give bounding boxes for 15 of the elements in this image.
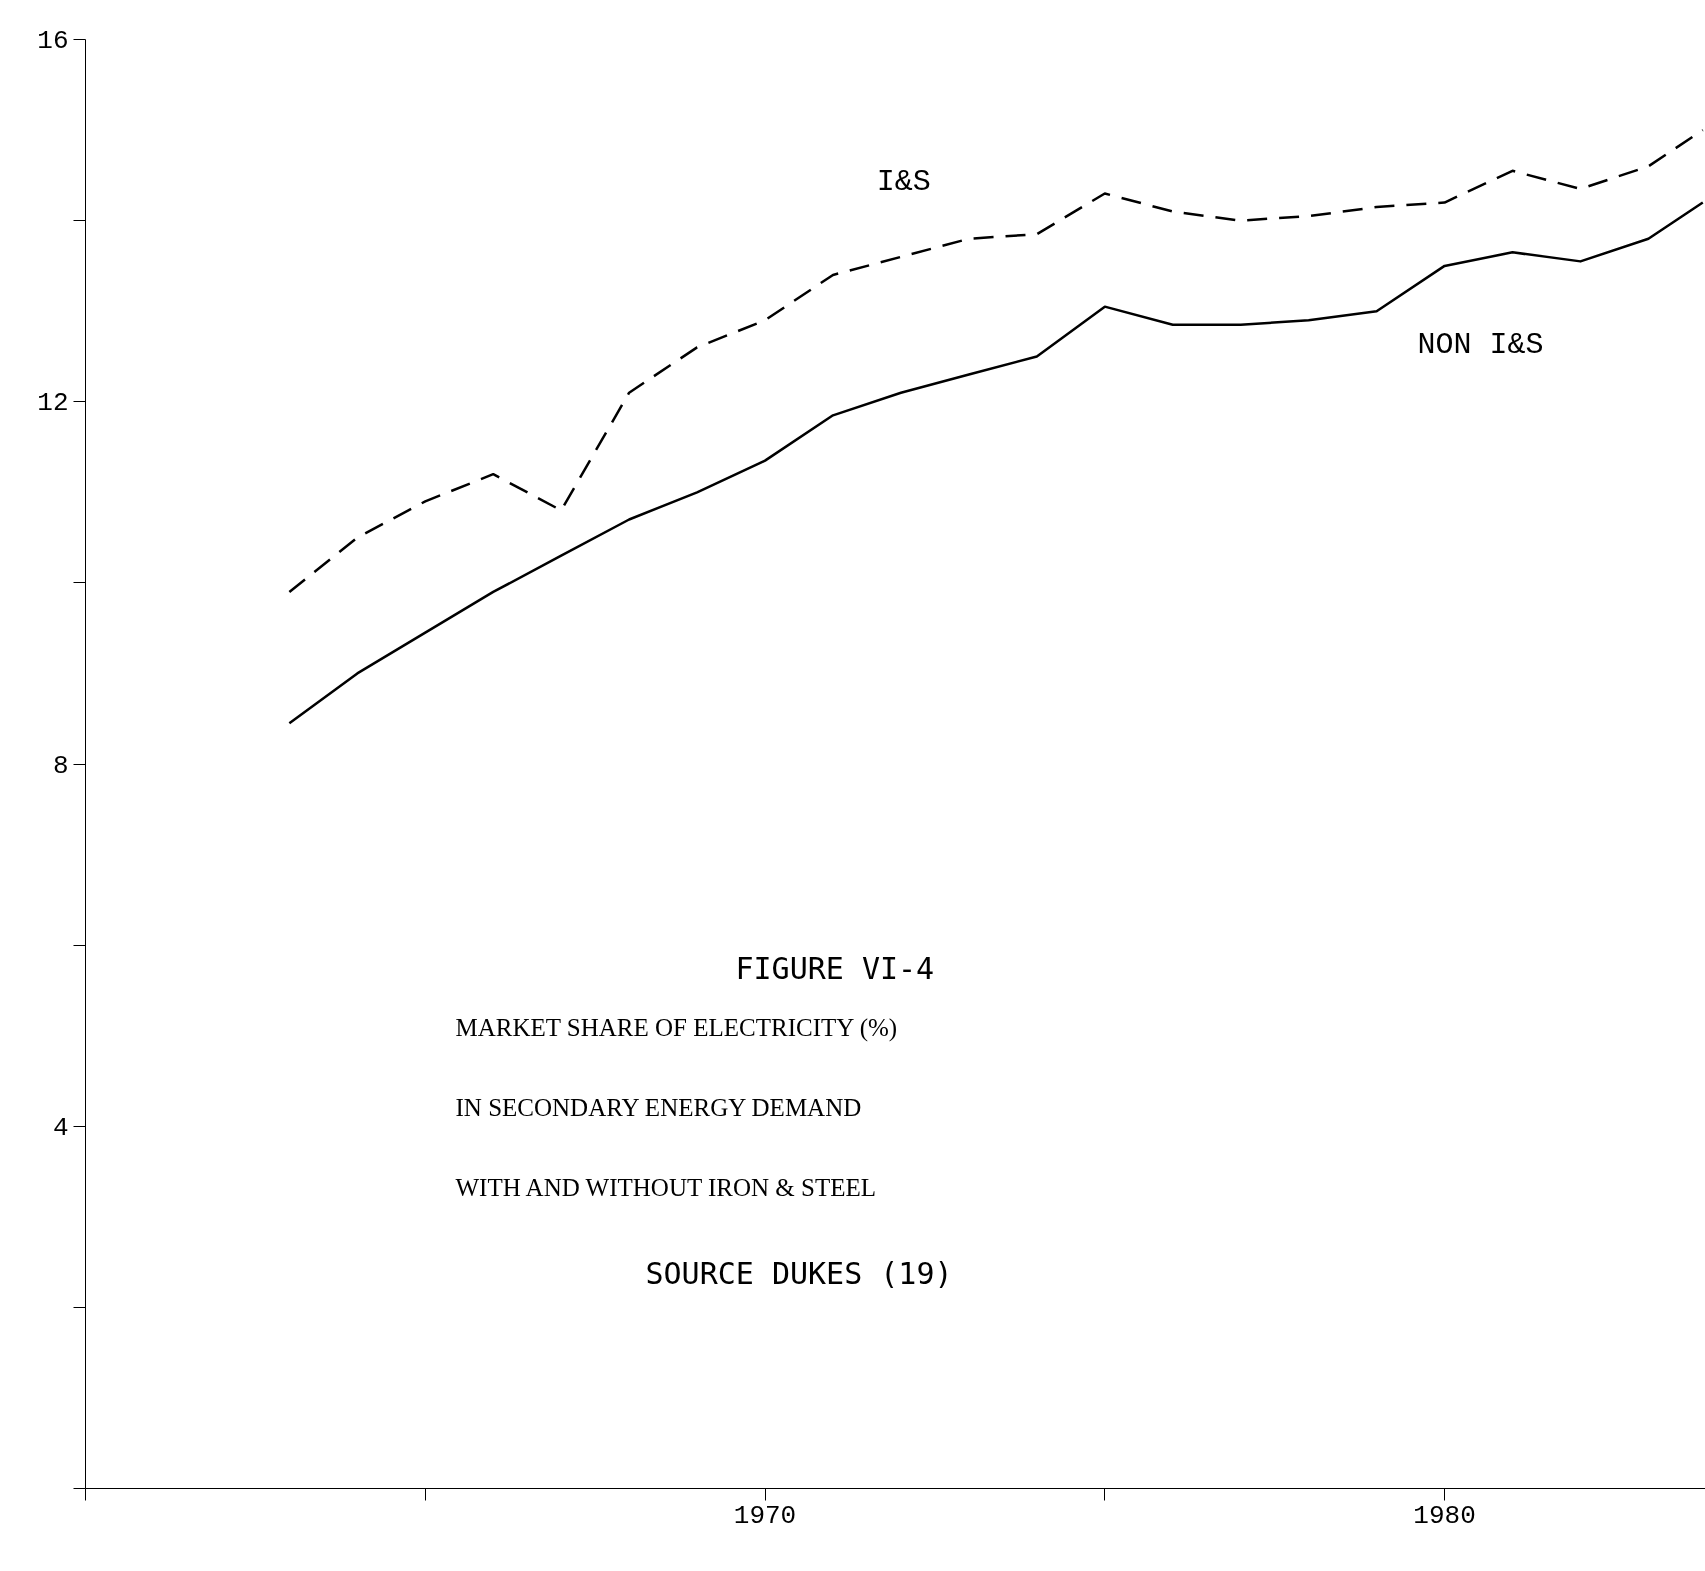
- annotation: IN SECONDARY ENERGY DEMAND: [455, 1093, 862, 1121]
- line-series: [288, 201, 1705, 725]
- series-label: I&S: [876, 165, 931, 200]
- annotation: SOURCE DUKES (19): [645, 1255, 953, 1291]
- y-tick-label: 8: [52, 750, 69, 781]
- annotation: MARKET SHARE OF ELECTRICITY (%): [455, 1013, 898, 1042]
- y-tick-label: 16: [37, 26, 69, 56]
- text: FIGURE VI-4: [735, 950, 935, 986]
- y-tick-label: 4: [52, 1112, 69, 1143]
- x-tick-label: 1980: [1413, 1500, 1476, 1531]
- line-series: [288, 128, 1705, 594]
- x-tick-label: 1970: [733, 1500, 797, 1531]
- series-label: NON I&S: [1417, 328, 1544, 363]
- y-tick-label: 12: [37, 388, 69, 419]
- annotation: WITH AND WITHOUT IRON & STEEL: [455, 1173, 877, 1201]
